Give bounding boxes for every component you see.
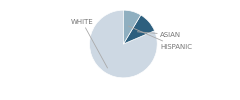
Wedge shape — [123, 15, 155, 44]
Text: HISPANIC: HISPANIC — [128, 26, 192, 50]
Wedge shape — [123, 10, 141, 44]
Text: ASIAN: ASIAN — [138, 32, 181, 38]
Wedge shape — [90, 10, 157, 78]
Text: WHITE: WHITE — [71, 19, 108, 68]
